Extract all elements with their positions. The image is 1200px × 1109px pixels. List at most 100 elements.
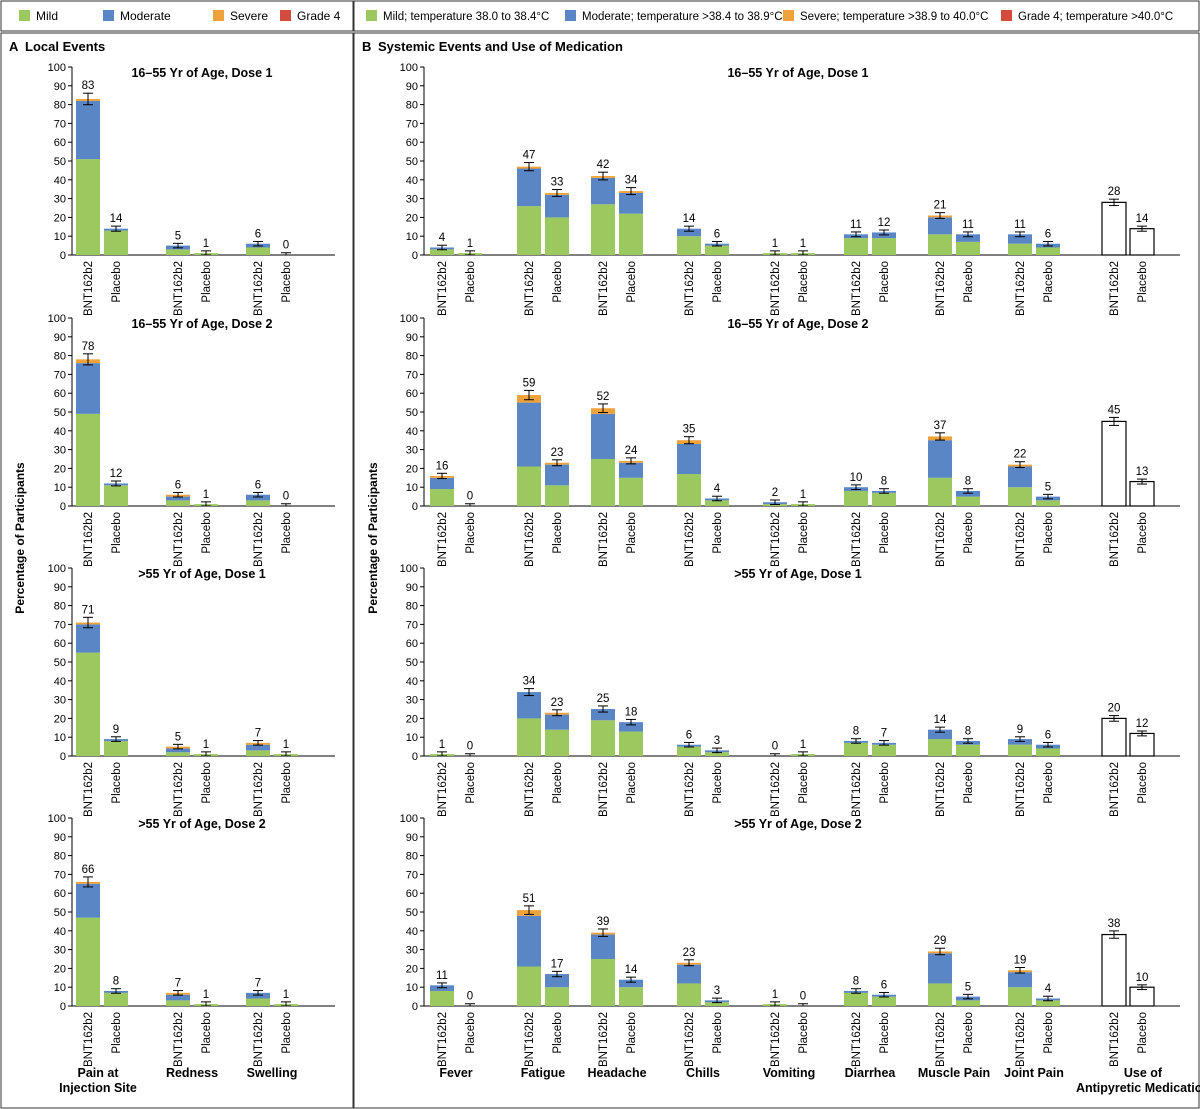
y-tick-label: 20 <box>406 963 418 975</box>
bar-segment-mild <box>545 987 569 1006</box>
data-label: 0 <box>800 991 806 1003</box>
bar-pain-at-injection-site-bnt162b2: 83 BNT162b2 <box>76 80 100 316</box>
bar-segment-mild <box>928 983 952 1006</box>
legend-swatch-mild <box>366 10 377 21</box>
bar-segment-moderate <box>545 194 569 218</box>
bar-headache-placebo: 14 Placebo <box>619 964 643 1054</box>
bar-joint-pain-placebo: 5 Placebo <box>1036 481 1060 554</box>
data-label: 5 <box>1045 481 1051 493</box>
y-tick-label: 0 <box>60 751 66 763</box>
data-label: 20 <box>1108 703 1121 715</box>
panel-a-letter: A <box>9 39 19 54</box>
chart-title: 16–55 Yr of Age, Dose 2 <box>727 317 868 331</box>
group-label: BNT162b2 <box>83 1012 95 1067</box>
y-tick-label: 0 <box>412 250 418 262</box>
group-label: Placebo <box>465 261 477 303</box>
bar-segment-moderate <box>76 100 100 160</box>
data-label: 6 <box>881 979 887 991</box>
data-label: 1 <box>283 989 289 1001</box>
group-label: BNT162b2 <box>1015 762 1027 817</box>
y-tick-label: 50 <box>54 156 66 168</box>
group-label: Placebo <box>465 512 477 554</box>
bar-joint-pain-bnt162b2: 9 BNT162b2 <box>1008 724 1032 817</box>
y-tick-label: 20 <box>406 463 418 475</box>
bar-segment-mild <box>928 234 952 255</box>
data-label: 1 <box>800 238 806 250</box>
bar-fatigue-placebo: 33 Placebo <box>545 177 569 303</box>
chart-title: >55 Yr of Age, Dose 2 <box>734 817 862 831</box>
y-tick-label: 30 <box>54 945 66 957</box>
category-label-muscle-pain: Muscle Pain <box>918 1066 990 1080</box>
y-tick-label: 100 <box>400 62 418 74</box>
bar-swelling-bnt162b2: 7 BNT162b2 <box>246 728 270 817</box>
bar-segment-mild <box>104 485 128 506</box>
chart-a-3: 0 10 20 30 40 50 60 70 80 90 100 >55 Yr of Age, Dos… <box>48 563 335 817</box>
data-label: 42 <box>597 159 610 171</box>
data-label: 33 <box>551 177 564 189</box>
group-label: Placebo <box>1043 512 1055 554</box>
data-label: 28 <box>1108 186 1121 198</box>
y-tick-label: 10 <box>54 982 66 994</box>
data-label: 4 <box>1045 983 1052 995</box>
bar-outline <box>1101 420 1127 507</box>
bar-use-of-antipyretic-medication-placebo: 12 Placebo <box>1129 718 1155 804</box>
bar-segment-moderate <box>1008 234 1032 244</box>
bar-vomiting-bnt162b2: 0 BNT162b2 <box>770 741 782 817</box>
bar-segment-moderate <box>928 217 952 235</box>
data-label: 5 <box>175 731 181 743</box>
group-label: Placebo <box>963 261 975 303</box>
y-tick-label: 40 <box>406 926 418 938</box>
data-label: 45 <box>1108 404 1121 416</box>
data-label: 1 <box>772 989 778 1001</box>
legend-right-box <box>353 0 1200 32</box>
bar-use-of-antipyretic-medication-bnt162b2: 45 BNT162b2 <box>1101 404 1127 567</box>
data-label: 24 <box>625 445 638 457</box>
group-label: BNT162b2 <box>253 1012 265 1067</box>
y-tick-label: 0 <box>60 501 66 513</box>
y-tick-label: 90 <box>54 332 66 344</box>
y-tick-label: 60 <box>54 888 66 900</box>
legend-right: Mild; temperature 38.0 to 38.4°C Moderate… <box>366 10 1173 23</box>
bar-segment-mild <box>545 217 569 255</box>
y-tick-label: 100 <box>48 813 66 825</box>
data-label: 16 <box>436 460 449 472</box>
group-label: BNT162b2 <box>935 512 947 567</box>
y-tick-label: 80 <box>54 601 66 613</box>
group-label: BNT162b2 <box>524 1012 536 1067</box>
bar-segment-mild <box>677 236 701 255</box>
data-label: 1 <box>800 739 806 751</box>
bar-muscle-pain-placebo: 5 Placebo <box>956 981 980 1054</box>
bar-fever-placebo: 0 Placebo <box>465 991 477 1054</box>
bar-segment-moderate <box>246 992 270 999</box>
bar-vomiting-placebo: 1 Placebo <box>791 489 815 554</box>
y-tick-label: 100 <box>48 313 66 325</box>
data-label: 14 <box>1136 213 1149 225</box>
y-tick-label: 50 <box>406 657 418 669</box>
bar-chills-placebo: 6 Placebo <box>705 228 729 303</box>
bar-segment-moderate <box>166 496 190 501</box>
y-tick-label: 70 <box>406 369 418 381</box>
bar-segment-mild <box>246 500 270 506</box>
bar-joint-pain-placebo: 6 Placebo <box>1036 729 1060 804</box>
bar-redness-placebo: 1 Placebo <box>194 989 218 1054</box>
bar-segment-mild <box>928 477 952 506</box>
group-label: Placebo <box>111 261 123 303</box>
y-tick-label: 50 <box>406 156 418 168</box>
group-label: Placebo <box>552 261 564 303</box>
legend-label-moderate: Moderate <box>120 9 171 23</box>
y-tick-label: 80 <box>54 851 66 863</box>
bar-segment-mild <box>1036 247 1060 255</box>
group-label: Placebo <box>626 512 638 554</box>
bar-segment-mild <box>430 249 454 255</box>
y-tick-label: 0 <box>60 1001 66 1013</box>
data-label: 34 <box>625 175 638 187</box>
data-label: 1 <box>772 238 778 250</box>
data-label: 4 <box>439 232 446 244</box>
group-label: Placebo <box>798 261 810 303</box>
group-label: Placebo <box>465 762 477 804</box>
legend-swatch-mild <box>19 10 30 21</box>
group-label: Placebo <box>201 261 213 303</box>
bar-segment-mild <box>956 496 980 506</box>
data-label: 19 <box>1014 955 1027 967</box>
y-tick-label: 60 <box>54 388 66 400</box>
